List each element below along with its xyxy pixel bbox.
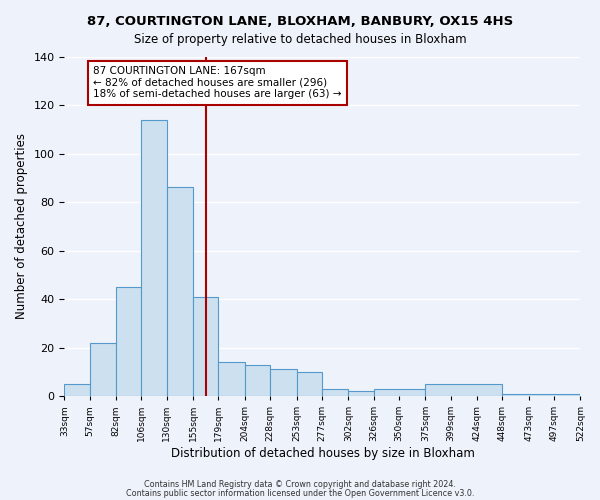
Bar [349,391,374,396]
Bar [296,372,322,396]
Bar [142,120,167,396]
Text: Contains public sector information licensed under the Open Government Licence v3: Contains public sector information licen… [126,488,474,498]
Bar [374,389,425,396]
Text: 87 COURTINGTON LANE: 167sqm
← 82% of detached houses are smaller (296)
18% of se: 87 COURTINGTON LANE: 167sqm ← 82% of det… [93,66,341,100]
X-axis label: Distribution of detached houses by size in Bloxham: Distribution of detached houses by size … [170,447,475,460]
Bar [167,188,193,396]
Bar [64,384,90,396]
Bar [193,296,218,396]
Text: 87, COURTINGTON LANE, BLOXHAM, BANBURY, OX15 4HS: 87, COURTINGTON LANE, BLOXHAM, BANBURY, … [87,15,513,28]
Y-axis label: Number of detached properties: Number of detached properties [15,134,28,320]
Bar [218,362,245,396]
Bar [245,364,270,396]
Text: Contains HM Land Registry data © Crown copyright and database right 2024.: Contains HM Land Registry data © Crown c… [144,480,456,489]
Bar [270,370,296,396]
Text: Size of property relative to detached houses in Bloxham: Size of property relative to detached ho… [134,32,466,46]
Bar [116,287,142,396]
Bar [90,342,116,396]
Bar [502,394,580,396]
Bar [425,384,502,396]
Bar [322,389,349,396]
